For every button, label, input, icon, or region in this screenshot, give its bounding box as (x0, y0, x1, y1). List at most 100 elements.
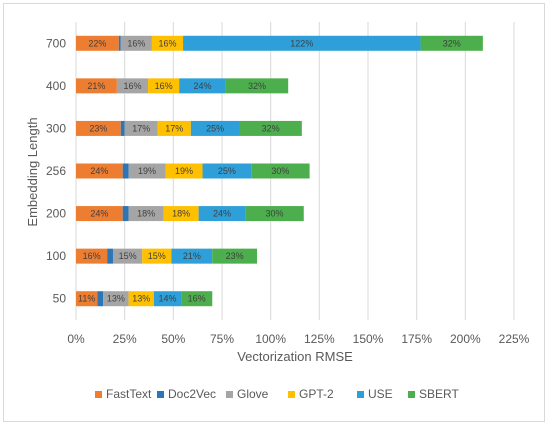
legend-swatch (157, 391, 164, 398)
legend-swatch (95, 391, 102, 398)
legend-label: FastText (106, 387, 152, 401)
data-label: 11% (78, 294, 95, 304)
data-label: 19% (175, 166, 193, 176)
bar-segment (239, 120, 302, 136)
legend-label: SBERT (419, 387, 459, 401)
bar-segment (190, 120, 240, 136)
data-label: 14% (158, 294, 176, 304)
data-label: 13% (132, 294, 150, 304)
y-tick-label: 256 (46, 164, 66, 178)
y-axis-title: Embedding Length (25, 117, 40, 226)
legend-label: USE (368, 387, 393, 401)
y-tick-label: 300 (46, 121, 66, 135)
data-label: 25% (218, 166, 236, 176)
bar-segment (107, 248, 113, 264)
x-axis-title: Vectorization RMSE (237, 349, 353, 364)
data-label: 32% (248, 81, 266, 91)
bar-segment (420, 35, 483, 51)
data-label: 16% (83, 251, 101, 261)
bar-segment (202, 163, 252, 179)
bar-segment (76, 206, 123, 222)
bar-segment (245, 206, 304, 222)
data-label: 23% (89, 123, 107, 133)
bar-segment (120, 35, 152, 51)
bar-segment (165, 163, 203, 179)
x-tick-label: 100% (255, 332, 286, 346)
data-label: 22% (88, 38, 106, 48)
data-label: 25% (206, 123, 224, 133)
x-tick-label: 150% (353, 332, 384, 346)
bar-segment (181, 291, 213, 307)
data-label: 17% (165, 123, 183, 133)
data-label: 21% (183, 251, 201, 261)
bar-segment (76, 291, 98, 307)
bar-segment (171, 248, 213, 264)
x-tick-label: 25% (113, 332, 137, 346)
x-tick-label: 225% (499, 332, 530, 346)
data-label: 16% (188, 294, 206, 304)
data-label: 16% (123, 81, 141, 91)
bar-segment (76, 163, 123, 179)
legend-label: Glove (237, 387, 269, 401)
data-label: 18% (172, 209, 190, 219)
bar-segment (163, 206, 199, 222)
data-label: 32% (443, 38, 461, 48)
bar-segment (212, 248, 258, 264)
data-label: 15% (119, 251, 137, 261)
legend-swatch (288, 391, 295, 398)
x-tick-label: 50% (161, 332, 185, 346)
bar-segment (76, 35, 119, 51)
bar-segment (103, 291, 129, 307)
data-label: 16% (155, 81, 173, 91)
bar-segment (122, 163, 129, 179)
y-tick-label: 400 (46, 79, 66, 93)
data-label: 18% (137, 209, 155, 219)
legend-label: Doc2Vec (168, 387, 216, 401)
bar-segment (183, 35, 421, 51)
bar-segment (251, 163, 310, 179)
legend-swatch (226, 391, 233, 398)
legend-swatch (408, 391, 415, 398)
x-tick-labels: 0% 25% 50% 75% 100% 125% 150% 175% 200% 225% (67, 332, 529, 346)
data-label: 16% (127, 38, 145, 48)
bar-segment (128, 206, 164, 222)
x-tick-label: 200% (450, 332, 481, 346)
data-label: 19% (138, 166, 156, 176)
data-label: 24% (90, 166, 108, 176)
data-label: 21% (87, 81, 105, 91)
bar-segment (179, 78, 226, 94)
data-label: 17% (132, 123, 150, 133)
data-label: 24% (194, 81, 212, 91)
bar-segment (97, 291, 104, 307)
y-tick-label: 700 (46, 36, 66, 50)
bar-segment (225, 78, 289, 94)
bar-segment (76, 78, 117, 94)
data-label: 122% (290, 38, 313, 48)
bar-segment (157, 120, 191, 136)
data-label: 32% (262, 123, 280, 133)
data-label: 24% (213, 209, 231, 219)
y-tick-label: 200 (46, 207, 66, 221)
y-tick-labels: 700 400 300 256 200 100 50 (46, 36, 66, 305)
x-tick-label: 0% (67, 332, 85, 346)
bar-segment (142, 248, 172, 264)
x-tick-label: 175% (401, 332, 432, 346)
y-tick-label: 100 (46, 249, 66, 263)
bar-segment (151, 35, 184, 51)
bar-segment (128, 163, 166, 179)
gridlines (75, 22, 515, 320)
bar-segment (124, 120, 158, 136)
bar-segment (76, 248, 108, 264)
bar-segment (118, 35, 121, 51)
data-label: 30% (266, 209, 284, 219)
data-label: 24% (90, 209, 108, 219)
bar-segment (116, 78, 149, 94)
bar-segment (153, 291, 182, 307)
legend: FastText Doc2Vec Glove GPT-2 USE SBERT (95, 387, 459, 401)
legend-swatch (357, 391, 364, 398)
x-tick-label: 125% (304, 332, 335, 346)
data-label: 30% (271, 166, 289, 176)
y-tick-label: 50 (53, 292, 67, 306)
legend-label: GPT-2 (299, 387, 334, 401)
